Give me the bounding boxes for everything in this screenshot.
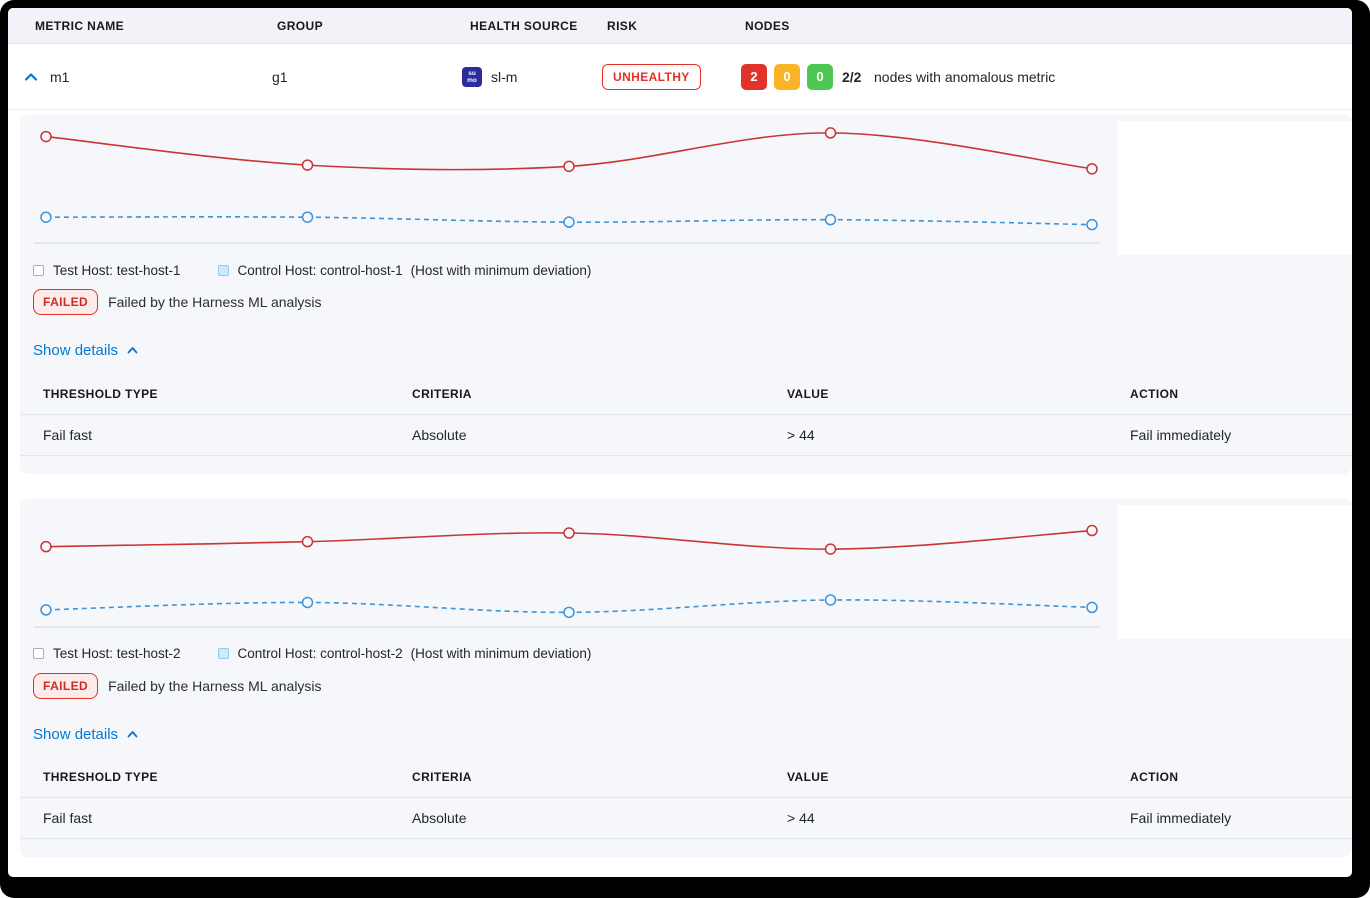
threshold-table-row: Fail fast Absolute > 44 Fail immediately — [20, 414, 1352, 456]
show-details-link-1[interactable]: Show details — [33, 342, 139, 359]
health-source-cell: su mo sl-m — [462, 66, 518, 87]
healthy-node-count-badge: 0 — [807, 63, 833, 90]
column-nodes: NODES — [745, 18, 790, 33]
analysis-reason-text: Failed by the Harness ML analysis — [108, 677, 322, 694]
control-host-legend-label: Control Host: control-host-2 — [237, 646, 403, 661]
sumo-icon-text-bottom: mo — [467, 76, 477, 84]
chart-side-blank-area — [1117, 121, 1352, 255]
header-criteria: CRITERIA — [412, 374, 787, 415]
sumo-logic-icon: su mo — [462, 66, 482, 87]
chart-legend-2: Test Host: test-host-2 Control Host: con… — [20, 639, 1352, 663]
show-details-link-2[interactable]: Show details — [33, 726, 139, 743]
minimum-deviation-note: (Host with minimum deviation) — [410, 262, 592, 278]
test-host-legend-checkbox[interactable] — [33, 648, 44, 659]
group-value: g1 — [272, 68, 288, 85]
cell-criteria: Absolute — [412, 797, 787, 839]
column-group: GROUP — [277, 18, 324, 33]
collapse-row-chevron-up-icon[interactable] — [23, 69, 39, 85]
show-details-label: Show details — [33, 725, 119, 743]
header-action: ACTION — [1130, 757, 1352, 798]
analysis-status-row-2: FAILED Failed by the Harness ML analysis — [33, 672, 1352, 699]
control-host-legend-label: Control Host: control-host-1 — [237, 262, 403, 278]
control-host-legend-checkbox[interactable] — [217, 648, 229, 659]
table-column-header-row: METRIC NAME GROUP HEALTH SOURCE RISK NOD… — [8, 8, 1352, 44]
failed-status-badge: FAILED — [33, 289, 99, 315]
header-criteria: CRITERIA — [412, 757, 787, 798]
host-analysis-panel-2: Test Host: test-host-2 Control Host: con… — [20, 498, 1352, 857]
show-details-label: Show details — [33, 342, 119, 359]
chart-legend-1: Test Host: test-host-1 Control Host: con… — [20, 255, 1352, 279]
failed-status-badge: FAILED — [33, 672, 99, 699]
anomalous-nodes-ratio: 2/2 — [842, 68, 862, 85]
header-value: VALUE — [787, 757, 1130, 798]
test-host-legend-checkbox[interactable] — [33, 264, 44, 276]
verification-metrics-view: METRIC NAME GROUP HEALTH SOURCE RISK NOD… — [8, 8, 1352, 877]
column-metric-name: METRIC NAME — [35, 18, 125, 33]
header-threshold-type: THRESHOLD TYPE — [20, 757, 412, 798]
analysis-status-row-1: FAILED Failed by the Harness ML analysis — [33, 289, 1352, 315]
threshold-table-row: Fail fast Absolute > 44 Fail immediately — [20, 797, 1352, 839]
unhealthy-node-count-badge: 2 — [741, 63, 767, 90]
cell-threshold-type: Fail fast — [20, 797, 412, 839]
sumo-icon-text-top: su — [468, 69, 476, 77]
control-host-legend-checkbox[interactable] — [217, 264, 229, 276]
metric-name-value: m1 — [50, 68, 70, 85]
risk-status-badge: UNHEALTHY — [602, 63, 701, 90]
cell-action: Fail immediately — [1130, 797, 1352, 839]
header-value: VALUE — [787, 374, 1130, 415]
node-count-badges: 2 0 0 — [741, 63, 833, 90]
metric-summary-row[interactable]: m1 g1 su mo sl-m UNHEALTHY 2 0 0 2/2 nod… — [8, 44, 1352, 110]
cell-action: Fail immediately — [1130, 414, 1352, 456]
metric-chart-2 — [20, 499, 1352, 639]
analysis-reason-text: Failed by the Harness ML analysis — [108, 294, 322, 310]
host-analysis-panel-1: Test Host: test-host-1 Control Host: con… — [20, 115, 1352, 474]
line-chart-host-2[interactable] — [20, 499, 1120, 644]
header-action: ACTION — [1130, 374, 1352, 415]
chart-side-blank-area — [1117, 504, 1352, 639]
header-threshold-type: THRESHOLD TYPE — [20, 374, 412, 415]
cell-criteria: Absolute — [412, 414, 787, 456]
line-chart-host-1[interactable] — [20, 115, 1120, 260]
threshold-table-2: THRESHOLD TYPE CRITERIA VALUE ACTION Fai… — [20, 757, 1352, 839]
test-host-legend-label: Test Host: test-host-2 — [53, 646, 181, 661]
metric-chart-1 — [20, 115, 1352, 255]
test-host-legend-label: Test Host: test-host-1 — [53, 262, 181, 278]
threshold-table-header-row: THRESHOLD TYPE CRITERIA VALUE ACTION — [20, 374, 1352, 415]
threshold-table-header-row: THRESHOLD TYPE CRITERIA VALUE ACTION — [20, 757, 1352, 798]
anomalous-nodes-label: nodes with anomalous metric — [874, 68, 1056, 85]
column-health-source: HEALTH SOURCE — [470, 18, 578, 33]
cell-value: > 44 — [787, 797, 1130, 839]
chevron-up-icon — [127, 730, 138, 737]
cell-value: > 44 — [787, 414, 1130, 456]
health-source-value: sl-m — [491, 68, 518, 85]
warning-node-count-badge: 0 — [774, 63, 800, 90]
threshold-table-1: THRESHOLD TYPE CRITERIA VALUE ACTION Fai… — [20, 374, 1352, 456]
minimum-deviation-note: (Host with minimum deviation) — [410, 646, 592, 661]
column-risk: RISK — [607, 18, 638, 33]
cell-threshold-type: Fail fast — [20, 414, 412, 456]
chevron-up-icon — [127, 347, 138, 354]
